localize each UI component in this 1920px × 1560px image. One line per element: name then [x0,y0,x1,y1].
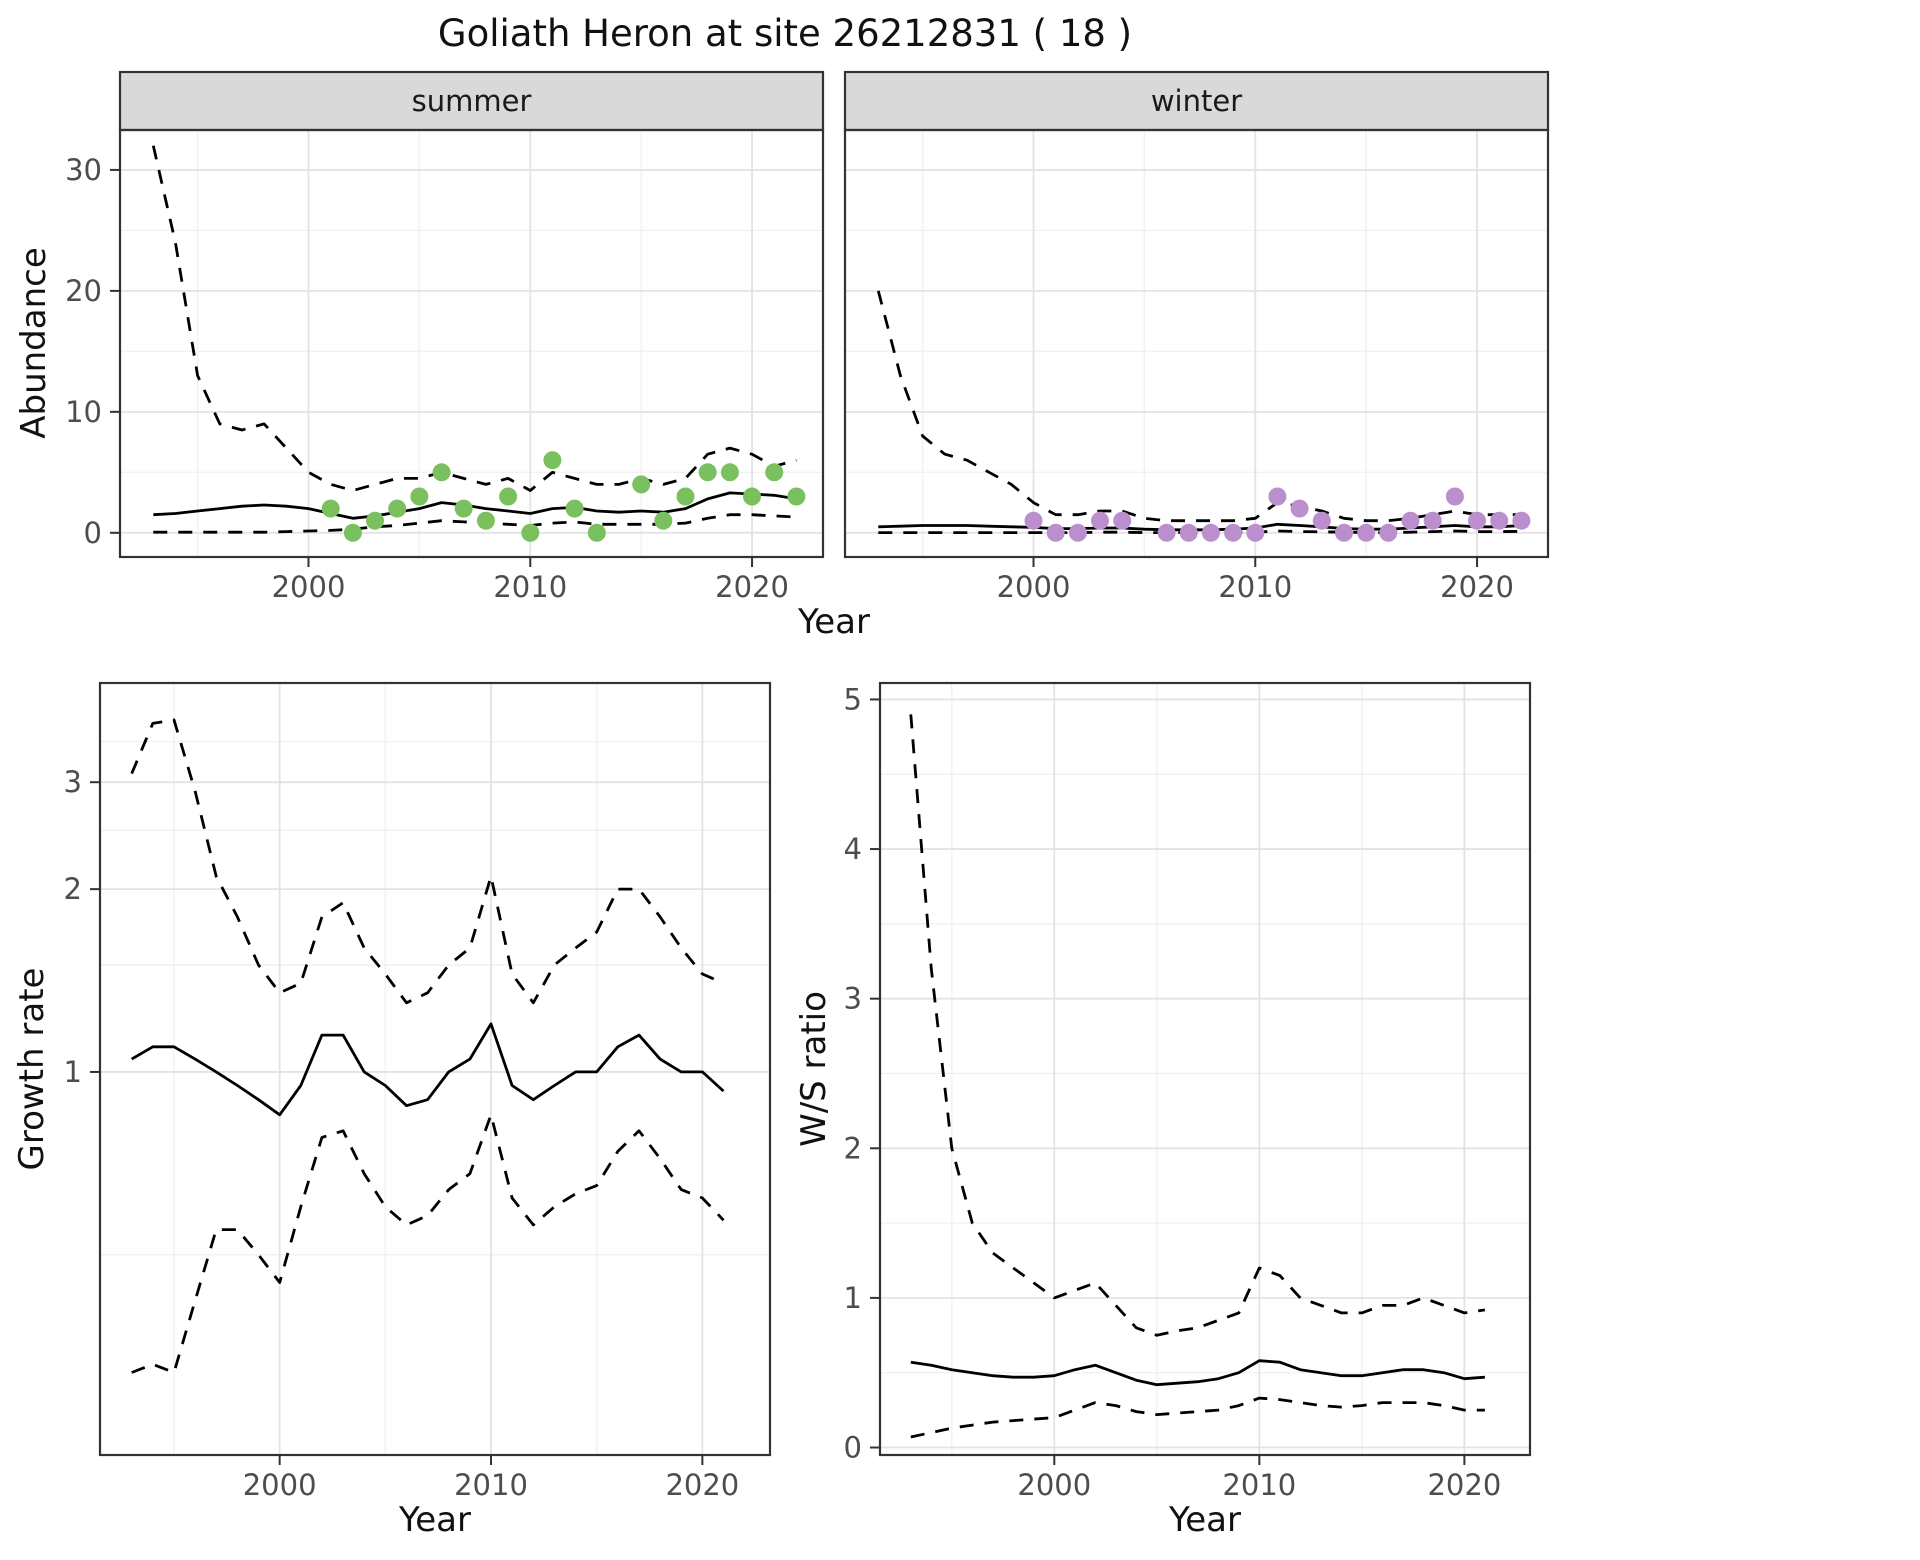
data-point [1268,487,1287,506]
y-tick-label: 2 [844,1131,862,1165]
data-point [1157,523,1176,542]
data-point [432,463,451,482]
facet-strip-winter-label: winter [1150,84,1243,118]
x-tick-label: 2000 [243,1468,317,1502]
data-point [388,499,407,518]
data-point [1423,511,1442,530]
y-tick-label: 30 [65,153,102,187]
x-tick-label: 2020 [665,1468,739,1502]
data-point [1312,511,1331,530]
y-tick-label: 5 [844,682,862,716]
panel-border [878,681,1532,1457]
data-point [654,511,673,530]
x-tick-label: 2020 [715,570,789,604]
fit-line [153,491,797,520]
data-point [1091,511,1109,530]
growth-rate-axis-title: Growth rate [12,967,52,1171]
panel-border [118,128,825,559]
fit-line [130,1022,725,1117]
panel-border [98,681,772,1457]
x-tick-label: 2020 [1440,570,1514,604]
data-point [454,499,473,518]
lower-ci-line [131,1113,725,1374]
data-point [1512,511,1531,530]
data-point [476,511,495,530]
y-tick-label: 2 [64,872,82,906]
panel-background [100,683,770,1455]
y-tick-label: 4 [844,832,862,866]
data-point [587,523,606,542]
data-point [1068,523,1087,542]
chart-title: Goliath Heron at site 26212831 ( 18 ) [437,12,1133,55]
y-tick-label: 3 [844,982,862,1016]
data-point [698,463,717,482]
facet-strip [118,70,825,132]
facet-strip [843,70,1550,132]
data-point [343,523,362,542]
data-point [1468,511,1486,530]
data-point [1401,511,1420,530]
data-point [787,487,806,506]
abundance-axis-title: Abundance [14,247,54,439]
panel-background [120,130,823,557]
lower-ci-line [910,1396,1485,1439]
data-point [565,499,584,518]
data-point [366,511,384,530]
data-point [1024,511,1043,530]
lower-ci-line [878,529,1522,534]
data-point [1201,523,1220,542]
data-point [1046,523,1065,542]
x-tick-label: 2010 [1222,1468,1296,1502]
data-point [1445,487,1464,506]
panel-border [843,128,1550,559]
data-point [676,487,695,506]
y-tick-label: 0 [84,516,102,550]
y-tick-label: 1 [64,1055,82,1089]
facet-strip-summer-label: summer [411,84,532,118]
x-tick-label: 2010 [1218,570,1292,604]
data-point [1379,523,1398,542]
data-point [1224,523,1243,542]
data-point [1113,511,1132,530]
data-point [720,463,739,482]
x-tick-label: 2000 [272,570,346,604]
lower-ci-line [153,513,797,534]
data-point [632,475,651,494]
data-point [410,487,429,506]
data-point [521,523,540,542]
upper-ci-line [909,714,1486,1337]
x-tick-label: 2020 [1427,1468,1501,1502]
x-tick-label: 2000 [1017,1468,1091,1502]
data-point [1357,523,1376,542]
y-tick-label: 1 [844,1281,862,1315]
year-axis-title-top: Year [798,602,870,642]
y-tick-label: 3 [64,765,82,799]
y-tick-label: 20 [65,274,102,308]
x-tick-label: 2010 [493,570,567,604]
year-axis-title-bottom-right: Year [1169,1500,1241,1540]
data-point [743,487,761,506]
panel-background [880,683,1530,1455]
data-point [1179,523,1198,542]
data-point [1490,511,1509,530]
x-tick-label: 2000 [997,570,1071,604]
year-axis-title-bottom-left: Year [399,1500,471,1540]
data-point [1335,523,1353,542]
data-point [1246,523,1265,542]
data-point [543,451,562,470]
ws-ratio-axis-title: W/S ratio [794,991,834,1147]
y-tick-label: 10 [65,395,102,429]
data-point [1290,499,1309,518]
data-point [321,499,340,518]
data-point [765,463,784,482]
upper-ci-line [151,145,797,492]
panel-background [845,130,1548,557]
data-point [499,487,518,506]
upper-ci-line [130,718,725,1005]
x-tick-label: 2010 [454,1468,528,1502]
y-tick-label: 0 [844,1431,862,1465]
fit-line [910,1359,1486,1387]
